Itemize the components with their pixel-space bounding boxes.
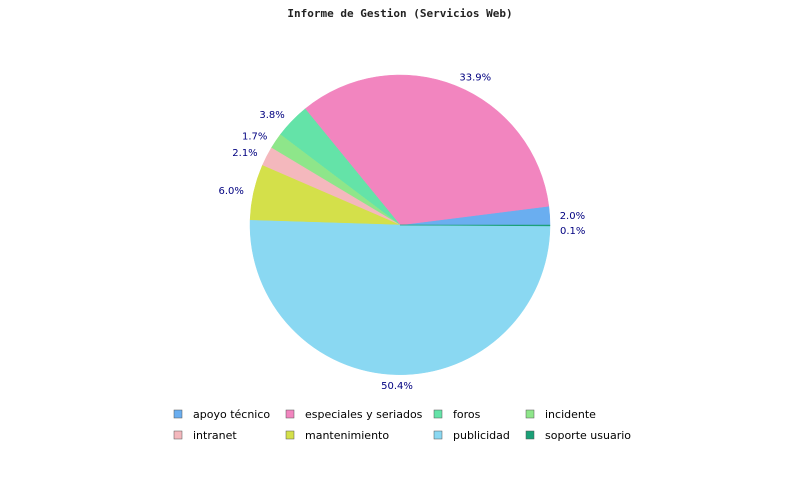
legend-label: mantenimiento — [305, 429, 389, 442]
legend-item: foros — [433, 408, 481, 421]
pie-slice-especiales-y-seriados — [304, 74, 550, 226]
legend-swatch — [433, 409, 443, 419]
pie-value-labels: 2.0% 33.9% 3.8% 1.7% 2.1% 6.0% 50.4% 0.1% — [218, 72, 585, 392]
pie-value-label: 50.4% — [381, 381, 413, 392]
legend-swatch — [173, 430, 183, 440]
legend-item: incidente — [525, 408, 596, 421]
pie-slice-soporte-usuario — [399, 224, 551, 227]
pie-value-label: 6.0% — [218, 186, 243, 197]
legend-item: soporte usuario — [525, 429, 631, 442]
legend-item: apoyo técnico — [173, 408, 270, 421]
legend-item: intranet — [173, 429, 237, 442]
pie-value-label: 2.0% — [560, 211, 585, 222]
legend-label: publicidad — [453, 429, 510, 442]
legend-swatch — [285, 430, 295, 440]
chart-title: Informe de Gestion (Servicios Web) — [287, 7, 512, 20]
legend-label: apoyo técnico — [193, 408, 270, 421]
pie-value-label: 1.7% — [242, 132, 267, 143]
legend-swatch — [525, 430, 535, 440]
legend-item: mantenimiento — [285, 429, 389, 442]
pie-slice-publicidad — [249, 220, 551, 375]
legend-label: soporte usuario — [545, 429, 631, 442]
legend-item: especiales y seriados — [285, 408, 423, 421]
pie-value-label: 0.1% — [560, 226, 585, 237]
legend-item: publicidad — [433, 429, 510, 442]
pie-value-label: 2.1% — [232, 148, 257, 159]
pie-slices — [249, 74, 551, 375]
pie-value-label: 33.9% — [459, 72, 491, 83]
legend-label: incidente — [545, 408, 596, 421]
legend-label: especiales y seriados — [305, 408, 423, 421]
legend-swatch — [433, 430, 443, 440]
legend-swatch — [285, 409, 295, 419]
legend-label: intranet — [193, 429, 237, 442]
legend: apoyo técnico especiales y seriados foros i… — [173, 408, 631, 442]
legend-swatch — [525, 409, 535, 419]
pie-value-label: 3.8% — [259, 110, 284, 121]
legend-label: foros — [453, 408, 481, 421]
legend-swatch — [173, 409, 183, 419]
